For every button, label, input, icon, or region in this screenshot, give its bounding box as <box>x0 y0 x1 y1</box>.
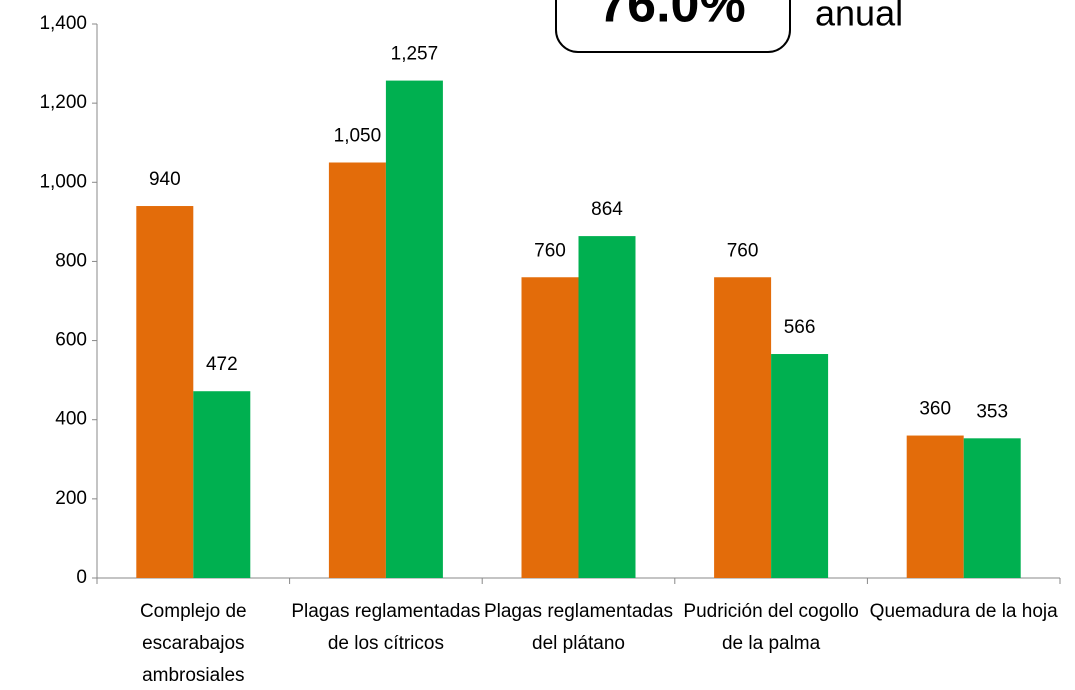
bar <box>521 277 579 578</box>
bar <box>328 162 386 578</box>
y-tick-label: 0 <box>76 567 87 588</box>
x-tick-label: Pudrición del cogollo de la palma <box>683 601 859 654</box>
data-label: 864 <box>591 199 623 220</box>
annotation-percent: 76.0% <box>598 0 745 34</box>
data-label: 760 <box>727 240 759 261</box>
bar <box>136 206 194 578</box>
data-label: 472 <box>206 354 238 375</box>
y-tick-label: 600 <box>55 330 87 351</box>
y-tick-label: 1,200 <box>39 92 87 113</box>
bar <box>578 236 636 579</box>
data-label: 1,050 <box>334 126 382 147</box>
data-label: 360 <box>919 399 951 420</box>
y-tick-label: 200 <box>55 488 87 509</box>
y-tick-label: 1,400 <box>39 13 87 34</box>
data-label: 940 <box>149 169 181 190</box>
data-label: 1,257 <box>391 44 439 65</box>
bar <box>714 277 772 578</box>
data-label: 760 <box>534 240 566 261</box>
bar <box>193 391 251 578</box>
y-tick-label: 800 <box>55 250 87 271</box>
x-tick-label: Quemadura de la hoja <box>869 601 1058 622</box>
x-tick-label: Complejo de escarabajos ambrosiales <box>139 601 247 686</box>
x-tick-label: Plagas reglamentadas de los cítricos <box>291 601 481 654</box>
bar <box>906 435 964 578</box>
bar <box>963 438 1021 578</box>
data-label: 353 <box>976 401 1008 422</box>
y-tick-label: 1,000 <box>39 171 87 192</box>
bar <box>385 80 443 578</box>
x-tick-label: Plagas reglamentadas del plátano <box>483 601 674 654</box>
bar <box>771 354 829 578</box>
annotation-text: anual <box>815 0 903 34</box>
data-label: 566 <box>784 317 816 338</box>
y-tick-label: 400 <box>55 409 87 430</box>
annotation-box <box>555 0 791 53</box>
